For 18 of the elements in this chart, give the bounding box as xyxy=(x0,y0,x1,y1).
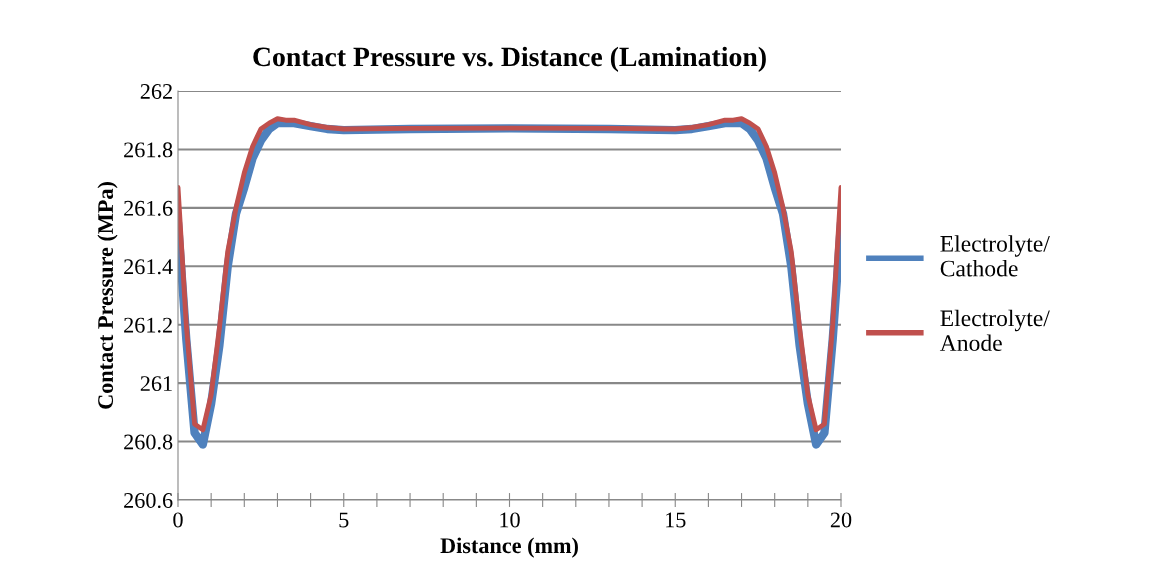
y-tick-label: 260.6 xyxy=(124,492,173,509)
y-tick-label: 261.8 xyxy=(124,142,173,158)
y-tick-label: 261.6 xyxy=(124,200,173,216)
legend-label: Electrolyte/ Cathode xyxy=(940,235,1050,277)
legend-label: Electrolyte/ Anode xyxy=(939,309,1050,352)
y-axis-title: Contact Pressure (MPa) xyxy=(97,182,118,409)
x-tick-label: 0 xyxy=(173,512,183,528)
y-tick-label: 261.2 xyxy=(124,317,172,333)
x-tick-label: 5 xyxy=(339,512,349,528)
x-tick-label: 20 xyxy=(830,512,852,528)
y-tick-label: 262 xyxy=(140,83,172,99)
y-tick-label: 260.8 xyxy=(124,434,173,450)
chart-title: Contact Pressure vs. Distance (Lamination) xyxy=(253,46,766,72)
y-tick-label: 261.4 xyxy=(124,259,173,275)
x-axis-title: Distance (mm) xyxy=(440,537,578,558)
x-tick-label: 15 xyxy=(666,512,686,528)
y-tick-label: 261 xyxy=(140,376,172,392)
x-tick-label: 10 xyxy=(500,512,520,528)
